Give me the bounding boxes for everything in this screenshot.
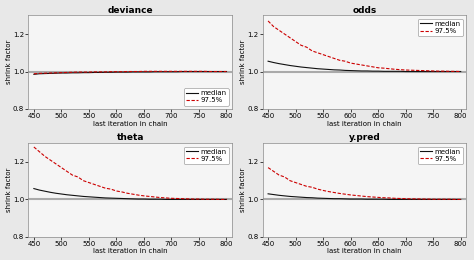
X-axis label: last iteration in chain: last iteration in chain: [327, 249, 401, 255]
X-axis label: last iteration in chain: last iteration in chain: [93, 121, 167, 127]
Y-axis label: shrink factor: shrink factor: [6, 40, 11, 84]
Legend: median, 97.5%: median, 97.5%: [183, 88, 228, 106]
Title: deviance: deviance: [107, 5, 153, 15]
Y-axis label: shrink factor: shrink factor: [6, 168, 11, 212]
Legend: median, 97.5%: median, 97.5%: [418, 19, 463, 36]
X-axis label: last iteration in chain: last iteration in chain: [327, 121, 401, 127]
Y-axis label: shrink factor: shrink factor: [240, 168, 246, 212]
X-axis label: last iteration in chain: last iteration in chain: [93, 249, 167, 255]
Title: y.pred: y.pred: [348, 133, 380, 142]
Y-axis label: shrink factor: shrink factor: [240, 40, 246, 84]
Legend: median, 97.5%: median, 97.5%: [418, 147, 463, 164]
Title: theta: theta: [117, 133, 144, 142]
Title: odds: odds: [352, 5, 376, 15]
Legend: median, 97.5%: median, 97.5%: [183, 147, 228, 164]
